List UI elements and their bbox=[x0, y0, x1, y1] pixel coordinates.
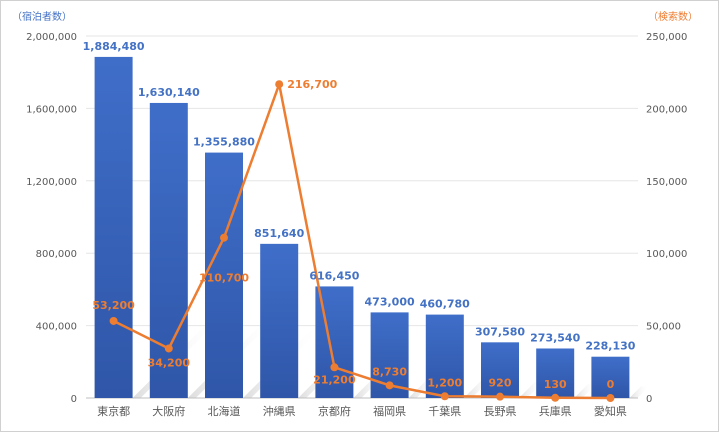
x-tick-label: 千葉県 bbox=[428, 404, 461, 418]
y-left-tick-label: 1,600,000 bbox=[26, 104, 77, 115]
line-data-label: 53,200 bbox=[92, 299, 135, 312]
line-point bbox=[220, 233, 228, 242]
bar bbox=[94, 56, 133, 398]
line-data-label: 0 bbox=[607, 378, 615, 391]
x-tick-label: 沖縄県 bbox=[263, 404, 296, 418]
y-right-tick-label: 250,000 bbox=[646, 32, 687, 43]
line-point bbox=[440, 392, 449, 401]
bar-data-label: 273,540 bbox=[530, 331, 580, 344]
x-tick-label: 福岡県 bbox=[373, 404, 406, 418]
line-data-label: 216,700 bbox=[287, 78, 337, 91]
line-data-label: 34,200 bbox=[148, 356, 191, 369]
line-data-label: 920 bbox=[489, 377, 512, 390]
y-left-tick-label: 800,000 bbox=[36, 249, 77, 260]
y-right-tick-label: 0 bbox=[646, 394, 652, 405]
bar bbox=[591, 356, 630, 398]
data-labels: 1,884,480 1,630,140 1,355,880 851,640 616,45… bbox=[83, 40, 636, 391]
line-point bbox=[551, 393, 560, 402]
bar-data-label: 1,355,880 bbox=[193, 136, 255, 149]
line-data-label: 8,730 bbox=[372, 365, 407, 378]
line-point bbox=[164, 344, 173, 353]
line-point bbox=[109, 316, 118, 325]
bar-data-label: 1,884,480 bbox=[83, 40, 145, 53]
y-right-tick-label: 50,000 bbox=[646, 322, 681, 333]
x-tick-label: 大阪府 bbox=[152, 404, 185, 418]
bar bbox=[481, 342, 519, 398]
y-right-tick-label: 100,000 bbox=[646, 249, 687, 260]
y-right-tick-label: 200,000 bbox=[646, 104, 687, 115]
y-left-tick-label: 0 bbox=[71, 394, 77, 405]
x-tick-label: 東京都 bbox=[97, 404, 130, 418]
bar bbox=[205, 152, 243, 398]
bar-data-label: 851,640 bbox=[254, 227, 304, 240]
y-right-axis-title: （検索数） bbox=[648, 10, 698, 23]
bar-shadow bbox=[574, 384, 597, 398]
y-left-tick-label: 400,000 bbox=[36, 322, 77, 333]
y-left-tick-label: 1,200,000 bbox=[26, 177, 77, 188]
line-point bbox=[496, 392, 504, 401]
bar bbox=[425, 314, 464, 398]
line-point bbox=[606, 394, 615, 402]
x-tick-label: 愛知県 bbox=[594, 404, 627, 418]
y-left-tick-label: 2,000,000 bbox=[26, 32, 77, 43]
x-tick-label: 京都府 bbox=[318, 404, 351, 418]
line-data-label: 130 bbox=[544, 378, 567, 391]
bars bbox=[94, 56, 630, 399]
y-left-axis-title: （宿泊者数） bbox=[12, 10, 72, 23]
x-tick-label: 北海道 bbox=[208, 404, 241, 418]
axes: （宿泊者数） （検索数） 0 400,000 800,000 1,200,000 1,6… bbox=[12, 10, 698, 418]
bar-shadow bbox=[629, 386, 649, 398]
bar-data-label: 1,630,140 bbox=[138, 86, 200, 99]
bar-data-label: 460,780 bbox=[420, 298, 470, 311]
bar-data-label: 616,450 bbox=[309, 269, 359, 282]
line-point bbox=[385, 381, 394, 390]
bar-data-label: 307,580 bbox=[475, 325, 525, 338]
x-tick-label: 長野県 bbox=[484, 405, 517, 418]
y-right-tick-label: 150,000 bbox=[646, 177, 687, 188]
bar bbox=[536, 348, 575, 398]
bar-data-label: 473,000 bbox=[365, 295, 415, 308]
x-tick-label: 兵庫県 bbox=[539, 404, 572, 418]
line-path bbox=[113, 82, 611, 400]
bar bbox=[260, 243, 299, 398]
bar-data-label: 228,130 bbox=[585, 340, 635, 353]
line-data-label: 110,700 bbox=[199, 272, 249, 285]
line-data-label: 1,200 bbox=[427, 376, 462, 389]
line-data-label: 21,200 bbox=[313, 373, 356, 386]
line-point bbox=[330, 363, 339, 372]
line-point bbox=[275, 80, 284, 89]
bar bbox=[149, 102, 188, 399]
line-series bbox=[109, 80, 615, 402]
